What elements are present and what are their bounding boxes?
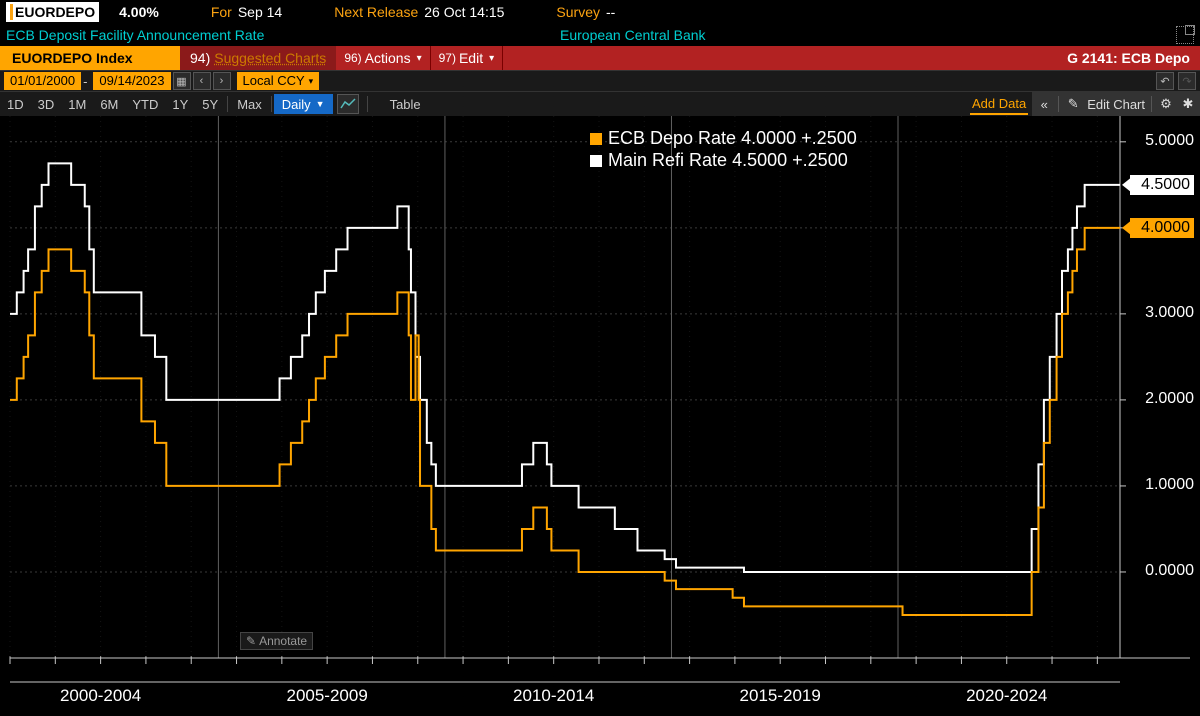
y-axis-tick-label: 0.0000: [1132, 562, 1194, 580]
dropdown-icon: ▼: [316, 99, 325, 109]
range-1m[interactable]: 1M: [61, 97, 93, 112]
dropdown-icon: ▾: [417, 53, 422, 64]
range-5y[interactable]: 5Y: [195, 97, 225, 112]
legend-item-refi[interactable]: Main Refi Rate 4.5000 +.2500: [590, 150, 857, 171]
range-ytd[interactable]: YTD: [125, 97, 165, 112]
survey-value: --: [606, 4, 615, 20]
chart-type-button[interactable]: [337, 94, 359, 114]
edit-chart-button[interactable]: Edit Chart: [1087, 97, 1145, 112]
issuer-name: European Central Bank: [560, 27, 706, 43]
chart-tools: « ✎ Edit Chart ⚙ ✱: [1032, 92, 1200, 116]
range-3d[interactable]: 3D: [31, 97, 62, 112]
table-toggle[interactable]: Table: [378, 97, 433, 112]
y-axis-tick-label: 2.0000: [1132, 390, 1194, 408]
for-value: Sep 14: [238, 4, 282, 20]
price-flag: 4.0000: [1130, 218, 1194, 238]
x-axis-tick-label: 2015-2019: [740, 686, 821, 706]
next-release-label: Next Release: [334, 4, 418, 20]
suggested-charts-button[interactable]: 94) Suggested Charts: [180, 46, 336, 70]
redo-button[interactable]: ↷: [1178, 72, 1196, 90]
collapse-icon[interactable]: «: [1036, 97, 1052, 112]
legend-text: ECB Depo Rate 4.0000 +.2500: [608, 128, 857, 149]
calendar-icon[interactable]: ▦: [173, 72, 191, 90]
undo-button[interactable]: ↶: [1156, 72, 1174, 90]
pencil-icon[interactable]: ✎: [1065, 96, 1081, 112]
pencil-icon: ✎: [246, 634, 256, 648]
date-prev-button[interactable]: ‹: [193, 72, 211, 90]
y-axis-tick-label: 5.0000: [1132, 132, 1194, 150]
x-axis-tick-label: 2005-2009: [286, 686, 367, 706]
legend-swatch: [590, 133, 602, 145]
options-icon[interactable]: ✱: [1180, 96, 1196, 112]
info-row-1: EUORDEPO 4.00% For Sep 14 Next Release 2…: [0, 0, 1200, 24]
index-label[interactable]: EUORDEPO Index: [0, 46, 180, 70]
chart-area[interactable]: ECB Depo Rate 4.0000 +.2500 Main Refi Ra…: [0, 116, 1200, 712]
ticker-label: EUORDEPO: [15, 4, 95, 20]
for-label: For: [211, 4, 232, 20]
currency-selector[interactable]: Local CCY▾: [237, 72, 320, 90]
survey-label: Survey: [556, 4, 600, 20]
dropdown-icon: ▾: [309, 72, 314, 90]
legend-item-depo[interactable]: ECB Depo Rate 4.0000 +.2500: [590, 128, 857, 149]
frequency-selector[interactable]: Daily▼: [274, 94, 333, 114]
x-axis-tick-label: 2010-2014: [513, 686, 594, 706]
x-axis-tick-label: 2020-2024: [966, 686, 1047, 706]
dropdown-icon: ▾: [489, 53, 494, 64]
x-axis-tick-label: 2000-2004: [60, 686, 141, 706]
gear-icon[interactable]: ⚙: [1158, 96, 1174, 112]
date-end-input[interactable]: 09/14/2023: [93, 72, 170, 90]
security-title: ECB Deposit Facility Announcement Rate: [6, 27, 264, 43]
line-chart-icon: [340, 98, 356, 110]
edit-button[interactable]: 97) Edit ▾: [431, 46, 504, 70]
date-next-button[interactable]: ›: [213, 72, 231, 90]
popout-icon[interactable]: [1176, 26, 1194, 44]
date-start-input[interactable]: 01/01/2000: [4, 72, 81, 90]
legend-text: Main Refi Rate 4.5000 +.2500: [608, 150, 848, 171]
range-1d[interactable]: 1D: [0, 97, 31, 112]
price-flag: 4.5000: [1130, 175, 1194, 195]
y-axis-tick-label: 1.0000: [1132, 476, 1194, 494]
add-data-input[interactable]: Add Data: [970, 93, 1028, 115]
annotate-button[interactable]: ✎ Annotate: [240, 632, 313, 650]
y-axis-tick-label: 3.0000: [1132, 304, 1194, 322]
chart-title: G 2141: ECB Depo: [1057, 46, 1200, 70]
range-6m[interactable]: 6M: [93, 97, 125, 112]
range-1y[interactable]: 1Y: [165, 97, 195, 112]
info-row-2: ECB Deposit Facility Announcement Rate E…: [0, 24, 1200, 46]
ticker-box[interactable]: EUORDEPO: [6, 2, 99, 22]
next-release-value: 26 Oct 14:15: [424, 4, 504, 20]
legend: ECB Depo Rate 4.0000 +.2500 Main Refi Ra…: [590, 128, 857, 172]
chart-svg: [0, 116, 1200, 712]
range-max[interactable]: Max: [230, 97, 269, 112]
legend-swatch: [590, 155, 602, 167]
actions-button[interactable]: 96) Actions ▾: [336, 46, 430, 70]
date-bar: 01/01/2000 - 09/14/2023 ▦ ‹ › Local CCY▾…: [0, 70, 1200, 92]
options-bar: 1D 3D 1M 6M YTD 1Y 5Y Max Daily▼ Table A…: [0, 92, 1200, 116]
ticker-value: 4.00%: [119, 4, 159, 20]
function-bar: EUORDEPO Index 94) Suggested Charts 96) …: [0, 46, 1200, 70]
